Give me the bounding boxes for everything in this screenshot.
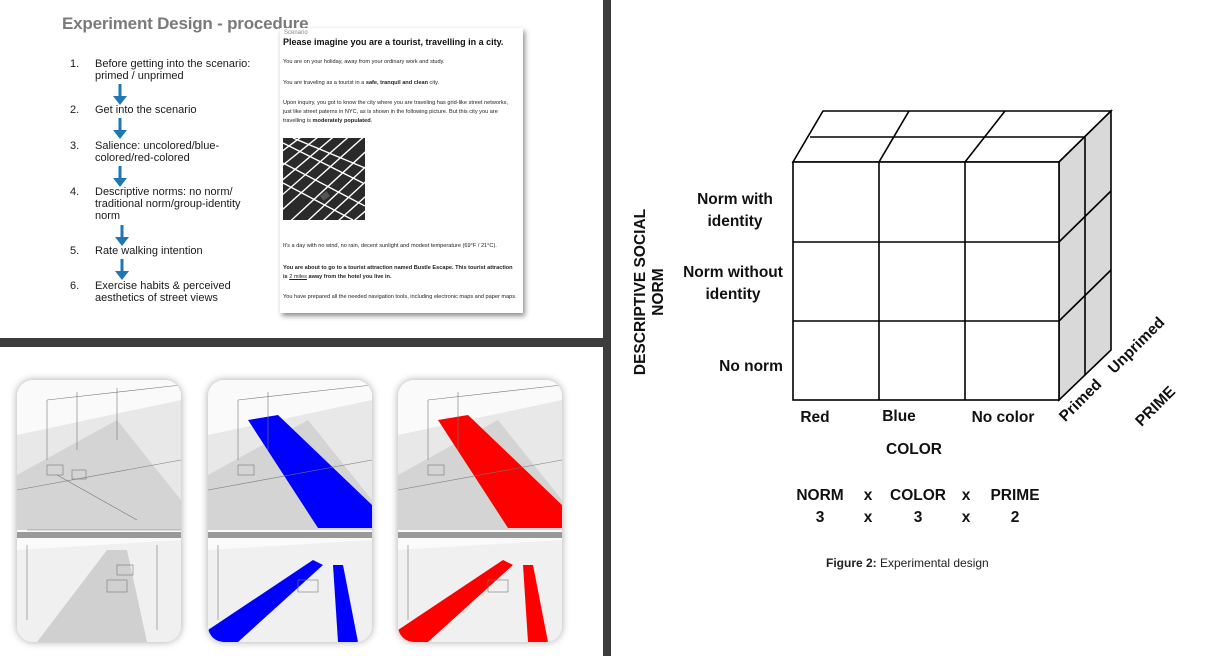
formula-norm: NORM <box>796 487 844 504</box>
formula-times: x <box>961 509 971 526</box>
street-sketch <box>398 380 562 642</box>
cube-front-face <box>792 161 1060 401</box>
step-number: 5. <box>70 245 80 257</box>
down-arrow-icon <box>115 259 129 280</box>
x-axis-title: COLOR <box>886 441 942 458</box>
step-text: Before getting into the scenario: primed… <box>95 58 251 82</box>
step-text: Get into the scenario <box>95 104 197 116</box>
street-image-uncolored <box>17 380 181 642</box>
caption-label: Figure 2: <box>826 556 877 570</box>
street-image-red <box>398 380 562 642</box>
step-number: 2. <box>70 104 80 116</box>
formula-norm-count: 3 <box>815 509 825 526</box>
down-arrow-icon <box>113 84 127 105</box>
col-label-no-color: No color <box>971 409 1035 426</box>
scenario-paragraph: You are about to go to a tourist attract… <box>283 265 513 280</box>
figure-caption: Figure 2: Experimental design <box>826 556 989 570</box>
formula-times: x <box>961 487 971 504</box>
step-number: 6. <box>70 280 80 292</box>
row-label-no-norm: No norm <box>719 358 783 375</box>
street-sketch <box>208 380 372 642</box>
horizontal-divider <box>0 338 603 347</box>
scenario-paragraph: Upon inquiry, you got to know the city w… <box>283 100 508 124</box>
col-label-blue: Blue <box>882 408 916 425</box>
scenario-label: Scenario <box>284 30 308 36</box>
formula-color: COLOR <box>890 487 946 504</box>
city-grid-map <box>283 138 365 220</box>
step-number: 4. <box>70 186 80 198</box>
formula-prime-count: 2 <box>1010 509 1020 526</box>
step-text: Rate walking intention <box>95 245 203 257</box>
caption-text: Experimental design <box>876 556 989 570</box>
procedure-title: Experiment Design - procedure <box>62 14 309 33</box>
vertical-divider <box>603 0 611 656</box>
street-image-blue <box>208 380 372 642</box>
down-arrow-icon <box>115 225 129 246</box>
row-label-norm-without-identity: Norm without identity <box>683 264 783 303</box>
street-sketch <box>17 380 181 642</box>
row-label-norm-with-identity: Norm with identity <box>697 191 773 230</box>
design-cube <box>791 109 1113 402</box>
step-number: 3. <box>70 140 80 152</box>
formula-color-count: 3 <box>913 509 923 526</box>
formula-times: x <box>863 509 873 526</box>
scenario-heading: Please imagine you are a tourist, travel… <box>283 37 504 47</box>
down-arrow-icon <box>113 118 127 139</box>
down-arrow-icon <box>113 166 127 187</box>
y-axis-title: DESCRIPTIVE SOCIAL NORM <box>632 208 667 376</box>
step-text: Salience: uncolored/blue-colored/red-col… <box>95 140 220 164</box>
scenario-paragraph: You are traveling as a tourist in a safe… <box>283 80 440 86</box>
step-text: Descriptive norms: no norm/ traditional … <box>95 186 241 222</box>
step-text: Exercise habits & perceived aesthetics o… <box>95 280 231 304</box>
formula-prime: PRIME <box>990 487 1040 504</box>
step-number: 1. <box>70 58 80 70</box>
scenario-paragraph: It's a day with no wind, no rain, decent… <box>283 243 497 249</box>
scenario-panel: Scenario Please imagine you are a touris… <box>280 28 523 313</box>
scenario-paragraph: You have prepared all the needed navigat… <box>283 294 517 300</box>
col-label-red: Red <box>800 409 830 426</box>
scenario-paragraph: You are on your holiday, away from your … <box>283 59 445 65</box>
formula-times: x <box>863 487 873 504</box>
